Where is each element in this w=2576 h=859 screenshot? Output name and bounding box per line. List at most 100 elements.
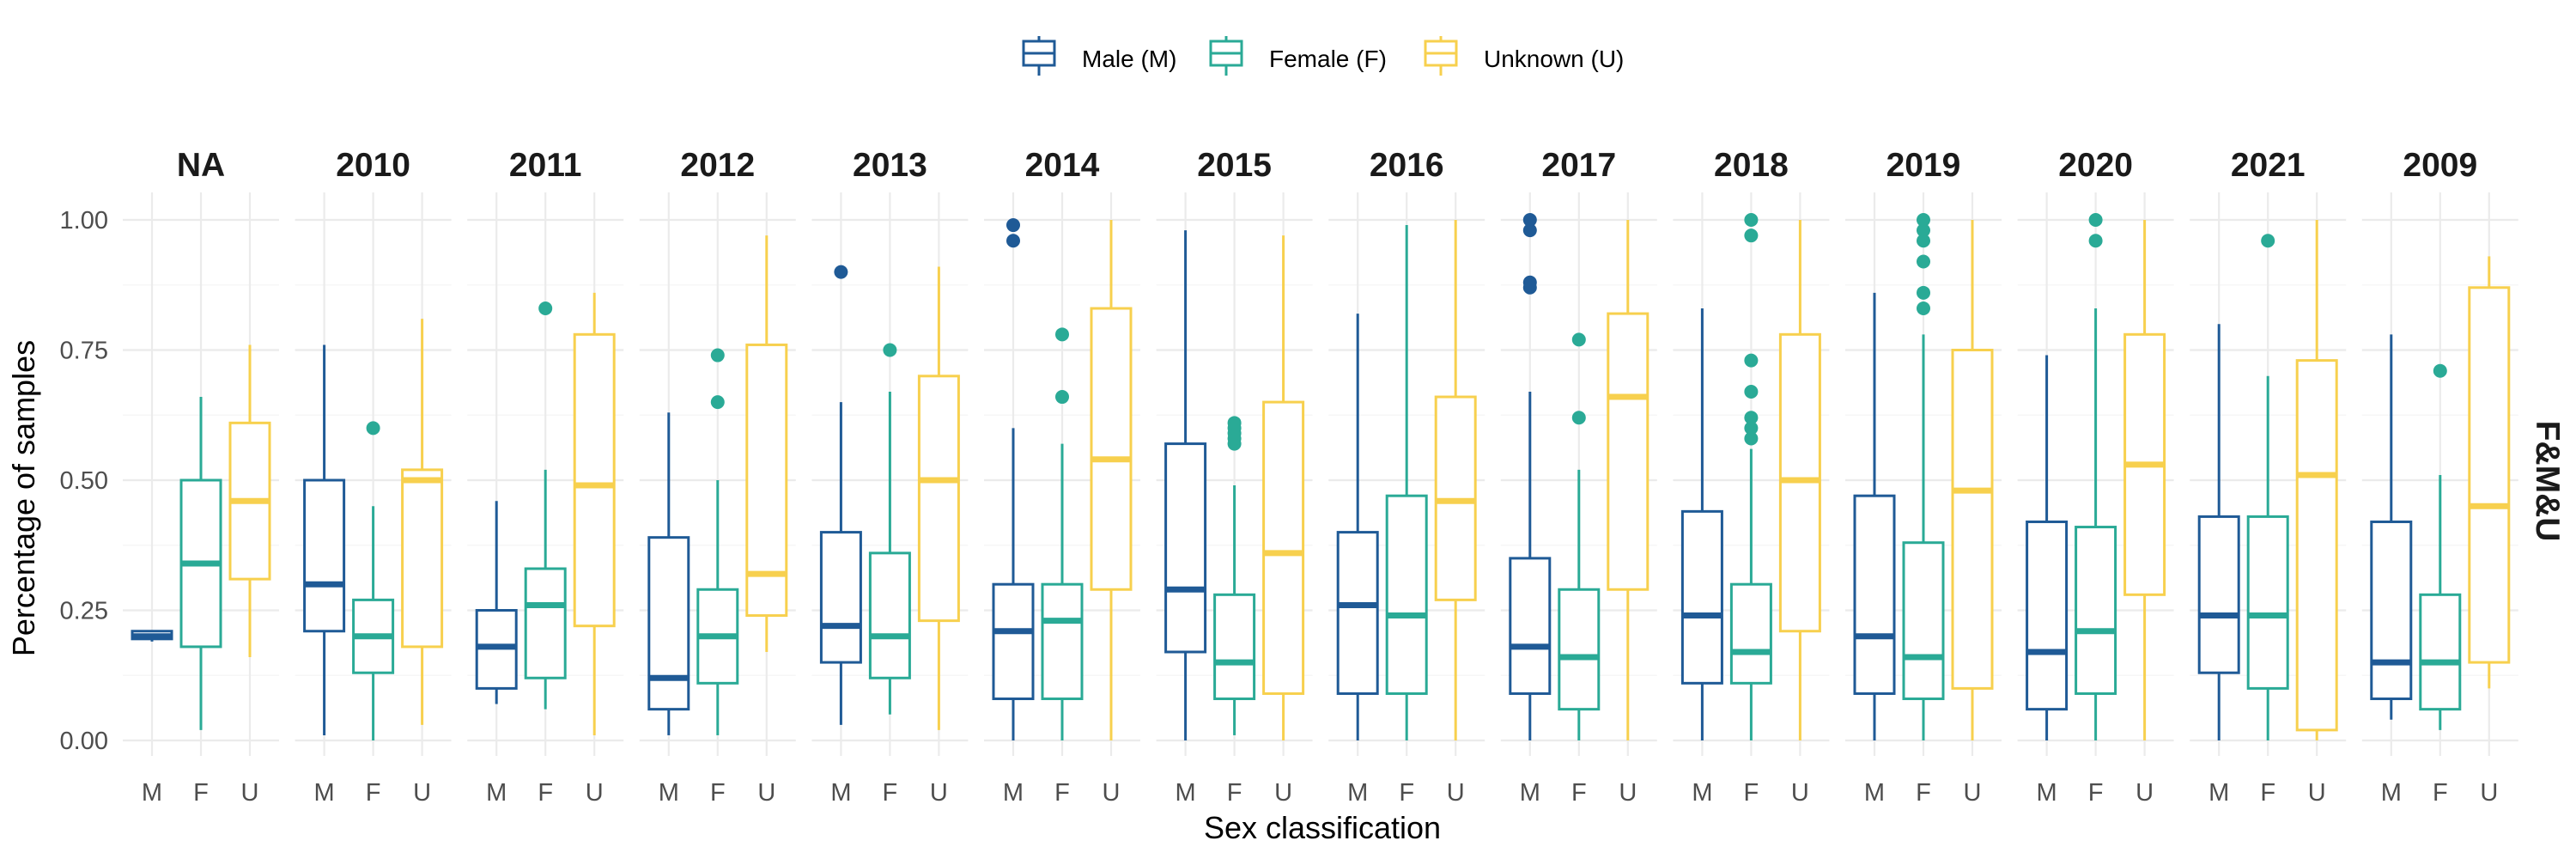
y-tick-label: 0.75 [60, 338, 108, 365]
outlier-point [2433, 363, 2447, 378]
box-rect [1041, 582, 1084, 701]
x-tick-label: U [413, 779, 431, 807]
x-tick-label: M [2208, 779, 2229, 807]
box-M [1853, 292, 1896, 740]
x-tick-label: M [486, 779, 507, 807]
x-tick-label: M [1864, 779, 1885, 807]
box-rect [1607, 312, 1649, 591]
x-tick-label: U [1964, 779, 1982, 807]
facet-panel: 2011 M F U [467, 147, 624, 807]
x-tick-label: F [883, 779, 898, 807]
x-tick-label: F [1916, 779, 1931, 807]
box-F [1902, 213, 1945, 740]
box-rect [992, 582, 1035, 701]
outlier-point [1522, 213, 1537, 227]
x-tick-label: U [757, 779, 775, 807]
outlier-point [710, 395, 725, 410]
facet-panel: 2014 M F U [984, 147, 1140, 807]
facet-title: 2017 [1541, 147, 1616, 184]
box-U [2468, 256, 2511, 689]
outlier-point [1055, 327, 1069, 342]
box-U [2295, 220, 2338, 740]
box-M [992, 218, 1035, 740]
facet-panel: 2019 M F U [1845, 147, 2002, 807]
outlier-point [1917, 234, 1930, 248]
facet-title: 2020 [2058, 147, 2133, 184]
legend-label: Female (F) [1269, 46, 1387, 72]
facet-panel: 2010 M F U [295, 147, 452, 807]
box-rect [1509, 557, 1552, 695]
facet-title: 2014 [1025, 147, 1100, 184]
box-U [1434, 220, 1477, 740]
x-tick-label: F [1054, 779, 1070, 807]
box-rect [2295, 359, 2338, 732]
facet-panel: 2012 M F U [639, 147, 796, 807]
outlier-point [1522, 275, 1537, 289]
outlier-point [1744, 384, 1759, 399]
x-tick-label: U [2136, 779, 2154, 807]
outlier-point [1744, 431, 1759, 446]
y-tick-label: 0.00 [60, 728, 108, 755]
box-rect [303, 478, 346, 633]
facet-title: 2019 [1886, 147, 1961, 184]
x-tick-label: U [1447, 779, 1465, 807]
outlier-point [883, 343, 897, 357]
outlier-point [1744, 421, 1759, 436]
box-rect [1164, 442, 1207, 654]
outlier-point [1055, 390, 1069, 405]
x-tick-label: U [1619, 779, 1637, 807]
box-rect [1262, 400, 1305, 695]
box-rect [819, 531, 862, 664]
box-U [228, 344, 271, 658]
facet-title: 2011 [509, 147, 582, 184]
facet-title: 2013 [853, 147, 927, 184]
x-tick-label: M [1692, 779, 1712, 807]
facet-panel: 2021 M F U [2190, 147, 2347, 807]
box-rect [401, 468, 444, 649]
box-M [2026, 355, 2069, 740]
box-rect [1213, 593, 1256, 701]
box-F [2075, 213, 2117, 740]
box-F [2419, 363, 2462, 730]
box-U [1262, 235, 1305, 740]
x-tick-label: F [1571, 779, 1587, 807]
box-rect [2419, 593, 2462, 711]
box-rect [1336, 531, 1379, 695]
x-tick-label: M [830, 779, 851, 807]
outlier-point [834, 265, 848, 279]
box-rect [573, 332, 616, 628]
x-tick-label: U [1791, 779, 1809, 807]
outlier-point [2088, 213, 2103, 227]
x-tick-label: F [366, 779, 381, 807]
box-M [131, 630, 173, 642]
facet-title: 2012 [680, 147, 755, 184]
box-U [573, 292, 616, 735]
outlier-point [1571, 411, 1586, 425]
box-F [1041, 327, 1084, 740]
x-tick-label: U [2480, 779, 2498, 807]
outlier-point [1571, 332, 1586, 347]
legend-label: Male (M) [1082, 46, 1176, 72]
box-rect [1680, 509, 1723, 685]
box-rect [868, 551, 911, 679]
outlier-point [2088, 234, 2103, 248]
box-F [1385, 225, 1428, 740]
box-rect [2026, 520, 2069, 711]
box-U [1090, 220, 1133, 740]
y-tick-label: 0.25 [60, 598, 108, 625]
x-tick-label: F [2088, 779, 2104, 807]
x-tick-label: U [930, 779, 948, 807]
outlier-point [1744, 213, 1759, 227]
outlier-point [538, 302, 553, 316]
x-tick-label: F [2260, 779, 2275, 807]
box-U [1951, 220, 1994, 740]
box-rect [745, 343, 788, 618]
box-rect [2246, 515, 2289, 690]
legend-label: Unknown (U) [1484, 46, 1624, 72]
x-axis-title: Sex classification [1204, 810, 1441, 845]
x-tick-label: F [1744, 779, 1759, 807]
facet-title: 2010 [336, 147, 410, 184]
x-tick-label: M [2037, 779, 2057, 807]
